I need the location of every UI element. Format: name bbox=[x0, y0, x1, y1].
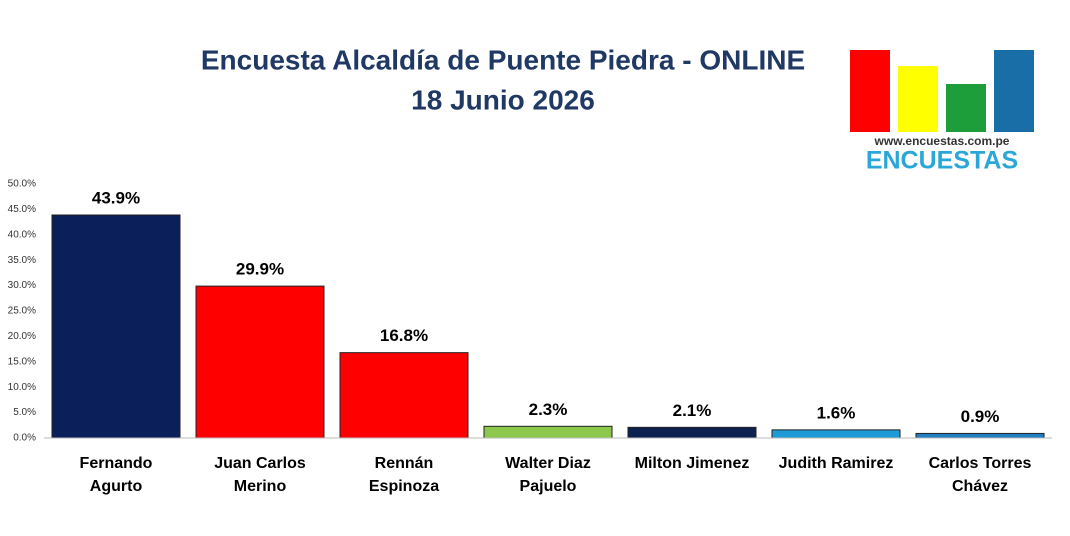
x-tick-label: Judith Ramirez bbox=[778, 455, 894, 472]
y-tick-label: 50.0% bbox=[8, 179, 36, 190]
logo-url: www.encuestas.com.pe bbox=[874, 134, 1010, 148]
y-tick-label: 10.0% bbox=[8, 382, 36, 393]
y-tick-label: 25.0% bbox=[8, 306, 36, 317]
x-tick-label: Walter Diaz Pajuelo bbox=[505, 455, 591, 495]
bar bbox=[51, 214, 181, 439]
y-tick-label: 20.0% bbox=[8, 331, 36, 342]
bar bbox=[339, 352, 469, 439]
value-label: 16.8% bbox=[380, 326, 428, 345]
logo-name: ENCUESTAS bbox=[866, 147, 1018, 175]
y-tick-label: 35.0% bbox=[8, 255, 36, 266]
logo-bar bbox=[946, 84, 986, 132]
x-tick-label: Carlos Torres Chávez bbox=[928, 455, 1032, 495]
logo-bar bbox=[994, 50, 1034, 132]
chart-subtitle: 18 Junio 2026 bbox=[411, 84, 595, 115]
logo: www.encuestas.com.pe ENCUESTAS bbox=[850, 50, 1034, 175]
y-tick-label: 15.0% bbox=[8, 356, 36, 367]
bar bbox=[195, 285, 325, 439]
value-label: 0.9% bbox=[961, 407, 1000, 426]
logo-bar bbox=[898, 66, 938, 132]
y-tick-label: 45.0% bbox=[8, 204, 36, 215]
value-label: 43.9% bbox=[92, 188, 140, 207]
x-tick-label: Fernando Agurto bbox=[79, 455, 153, 495]
value-label: 1.6% bbox=[817, 403, 856, 422]
bar bbox=[627, 426, 757, 439]
bar bbox=[771, 429, 901, 439]
value-label: 29.9% bbox=[236, 260, 284, 279]
x-tick-label: Juan Carlos Merino bbox=[214, 455, 306, 495]
logo-bar bbox=[850, 50, 890, 132]
x-tick-label: Milton Jimenez bbox=[634, 455, 750, 472]
y-tick-label: 40.0% bbox=[8, 229, 36, 240]
value-label: 2.3% bbox=[529, 400, 568, 419]
value-label: 2.1% bbox=[673, 401, 712, 420]
chart-title: Encuesta Alcaldía de Puente Piedra - ONL… bbox=[201, 44, 805, 75]
y-tick-label: 0.0% bbox=[13, 433, 36, 444]
x-tick-label: Rennán Espinoza bbox=[368, 455, 440, 495]
y-tick-label: 5.0% bbox=[13, 407, 36, 418]
bar bbox=[483, 425, 613, 439]
y-tick-label: 30.0% bbox=[8, 280, 36, 291]
bar bbox=[915, 432, 1045, 439]
